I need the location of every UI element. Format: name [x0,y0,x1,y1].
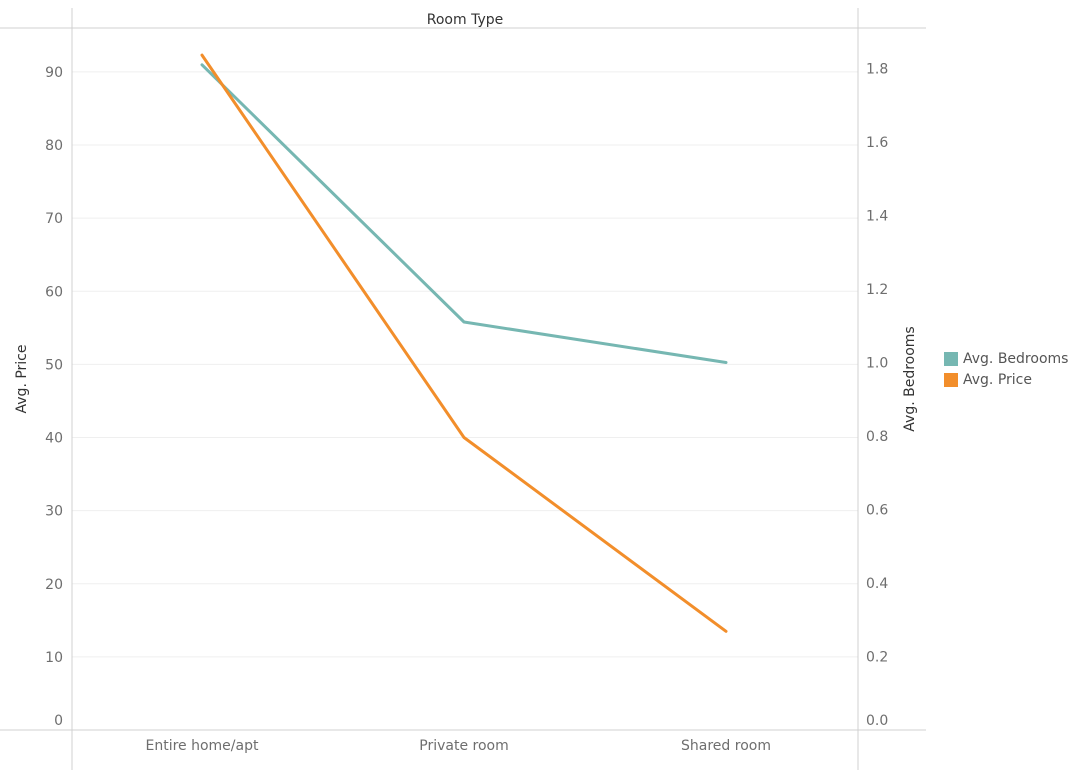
y-right-tick-label: 1.6 [866,135,888,151]
y-left-tick-label: 70 [45,211,63,227]
x-tick-label: Entire home/apt [146,738,259,754]
header-title: Room Type [427,12,503,28]
legend-label-bedrooms: Avg. Bedrooms [963,350,1069,367]
y-left-tick-label: 60 [45,284,63,300]
y-left-tick-label: 0 [54,713,63,729]
y-left-tick-label: 10 [45,650,63,666]
y-right-tick-label: 0.4 [866,576,888,592]
series-lines [200,53,728,633]
y-left-tick-label: 90 [45,65,63,81]
y-left-axis-title: Avg. Price [14,345,30,414]
series-line-avg-bedrooms[interactable] [200,63,728,364]
legend: Avg. Bedrooms Avg. Price [944,348,1068,390]
gridlines [72,71,858,658]
x-tick-labels: Entire home/apt Private room Shared room [146,738,771,754]
y-right-tick-label: 1.8 [866,61,888,77]
y-right-tick-label: 0.0 [866,713,888,729]
y-right-tick-labels: 0.0 0.2 0.4 0.6 0.8 1.0 1.2 1.4 1.6 1.8 [866,61,888,729]
y-left-tick-labels: 0 10 20 30 40 50 60 70 80 90 [45,65,63,729]
series-line-avg-price[interactable] [200,53,728,633]
y-left-tick-label: 30 [45,504,63,520]
legend-item-price[interactable]: Avg. Price [944,369,1068,390]
y-right-tick-label: 0.8 [866,429,888,445]
y-right-tick-label: 0.2 [866,649,888,665]
y-right-tick-label: 0.6 [866,502,888,518]
y-left-tick-label: 20 [45,577,63,593]
y-right-tick-label: 1.2 [866,282,888,298]
legend-swatch-price [944,372,958,387]
x-tick-label: Private room [419,738,508,754]
y-right-tick-label: 1.0 [866,355,888,371]
legend-swatch-bedrooms [944,351,958,366]
y-left-tick-label: 80 [45,138,63,154]
legend-label-price: Avg. Price [963,371,1032,388]
y-right-tick-label: 1.4 [866,208,888,224]
legend-item-bedrooms[interactable]: Avg. Bedrooms [944,348,1068,369]
y-right-axis-title: Avg. Bedrooms [902,326,918,431]
y-left-tick-label: 40 [45,431,63,447]
x-tick-label: Shared room [681,738,771,754]
chart-frame [0,8,926,770]
y-left-tick-label: 50 [45,357,63,373]
